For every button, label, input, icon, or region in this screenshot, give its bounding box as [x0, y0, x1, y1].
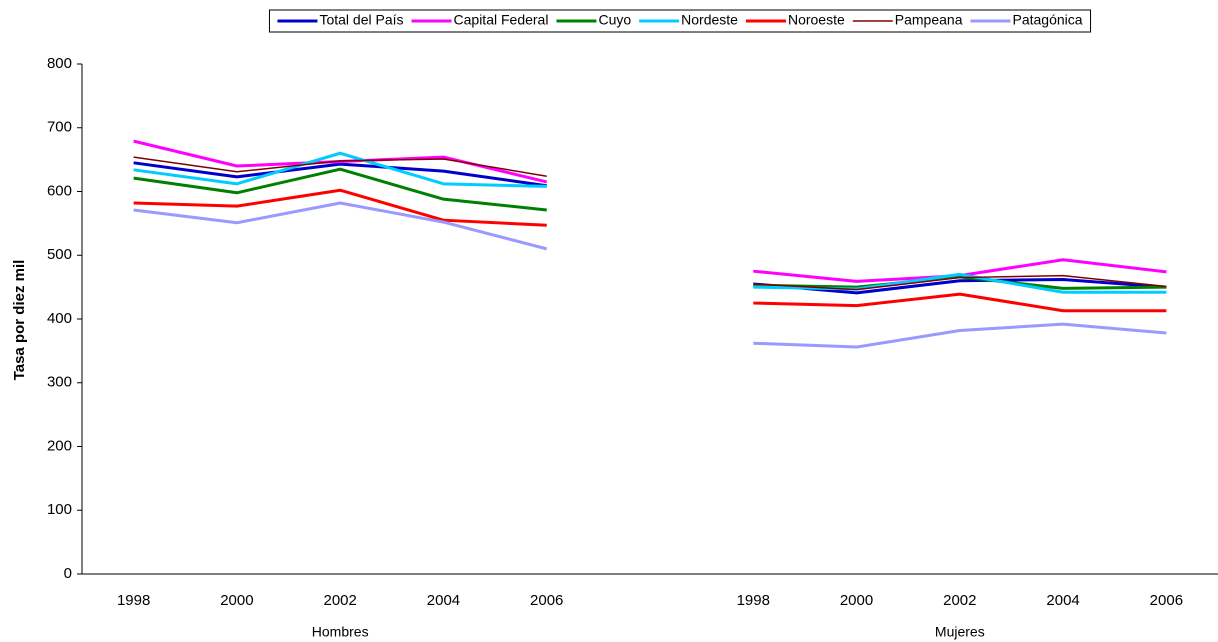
series-line	[133, 156, 1167, 291]
y-tick-label: 700	[47, 119, 72, 136]
x-tick-label: 2002	[943, 592, 976, 609]
x-tick-label: 2002	[323, 592, 356, 609]
legend-label: Total del País	[319, 12, 403, 28]
y-tick-label: 500	[47, 246, 72, 263]
legend-box	[268, 9, 1092, 33]
y-tick-label: 400	[47, 310, 72, 327]
x-tick-label: 1998	[737, 592, 770, 609]
legend-label: Nordeste	[681, 12, 738, 28]
group-label: Mujeres	[935, 624, 985, 640]
series-line	[133, 188, 1167, 313]
x-tick-label: 2000	[840, 592, 873, 609]
x-tick-label: 2006	[1150, 592, 1183, 609]
y-tick-label: 600	[47, 182, 72, 199]
series-line	[133, 151, 1167, 294]
legend-label: Capital Federal	[454, 12, 549, 28]
y-axis-title: Tasa por diez mil	[11, 260, 28, 381]
y-tick-label: 300	[47, 374, 72, 391]
x-tick-label: 2004	[1046, 592, 1079, 609]
legend: Total del País Capital Federal Cuyo Nordest…	[268, 9, 1092, 33]
x-tick-label: 2004	[427, 592, 460, 609]
legend-label: Patagónica	[1012, 12, 1082, 28]
y-tick-label: 200	[47, 437, 72, 454]
series-line	[133, 167, 1167, 290]
legend-label: Noroeste	[788, 12, 845, 28]
series-line	[133, 201, 1167, 349]
series-line	[133, 139, 1167, 283]
y-tick-label: 0	[64, 565, 72, 582]
group-label: Hombres	[312, 624, 369, 640]
legend-label: Cuyo	[598, 12, 631, 28]
y-tick-label: 800	[47, 55, 72, 72]
x-tick-label: 2000	[220, 592, 253, 609]
y-tick-label: 100	[47, 501, 72, 518]
legend-label: Pampeana	[895, 12, 963, 28]
x-tick-label: 2006	[530, 592, 563, 609]
x-tick-label: 1998	[117, 592, 150, 609]
